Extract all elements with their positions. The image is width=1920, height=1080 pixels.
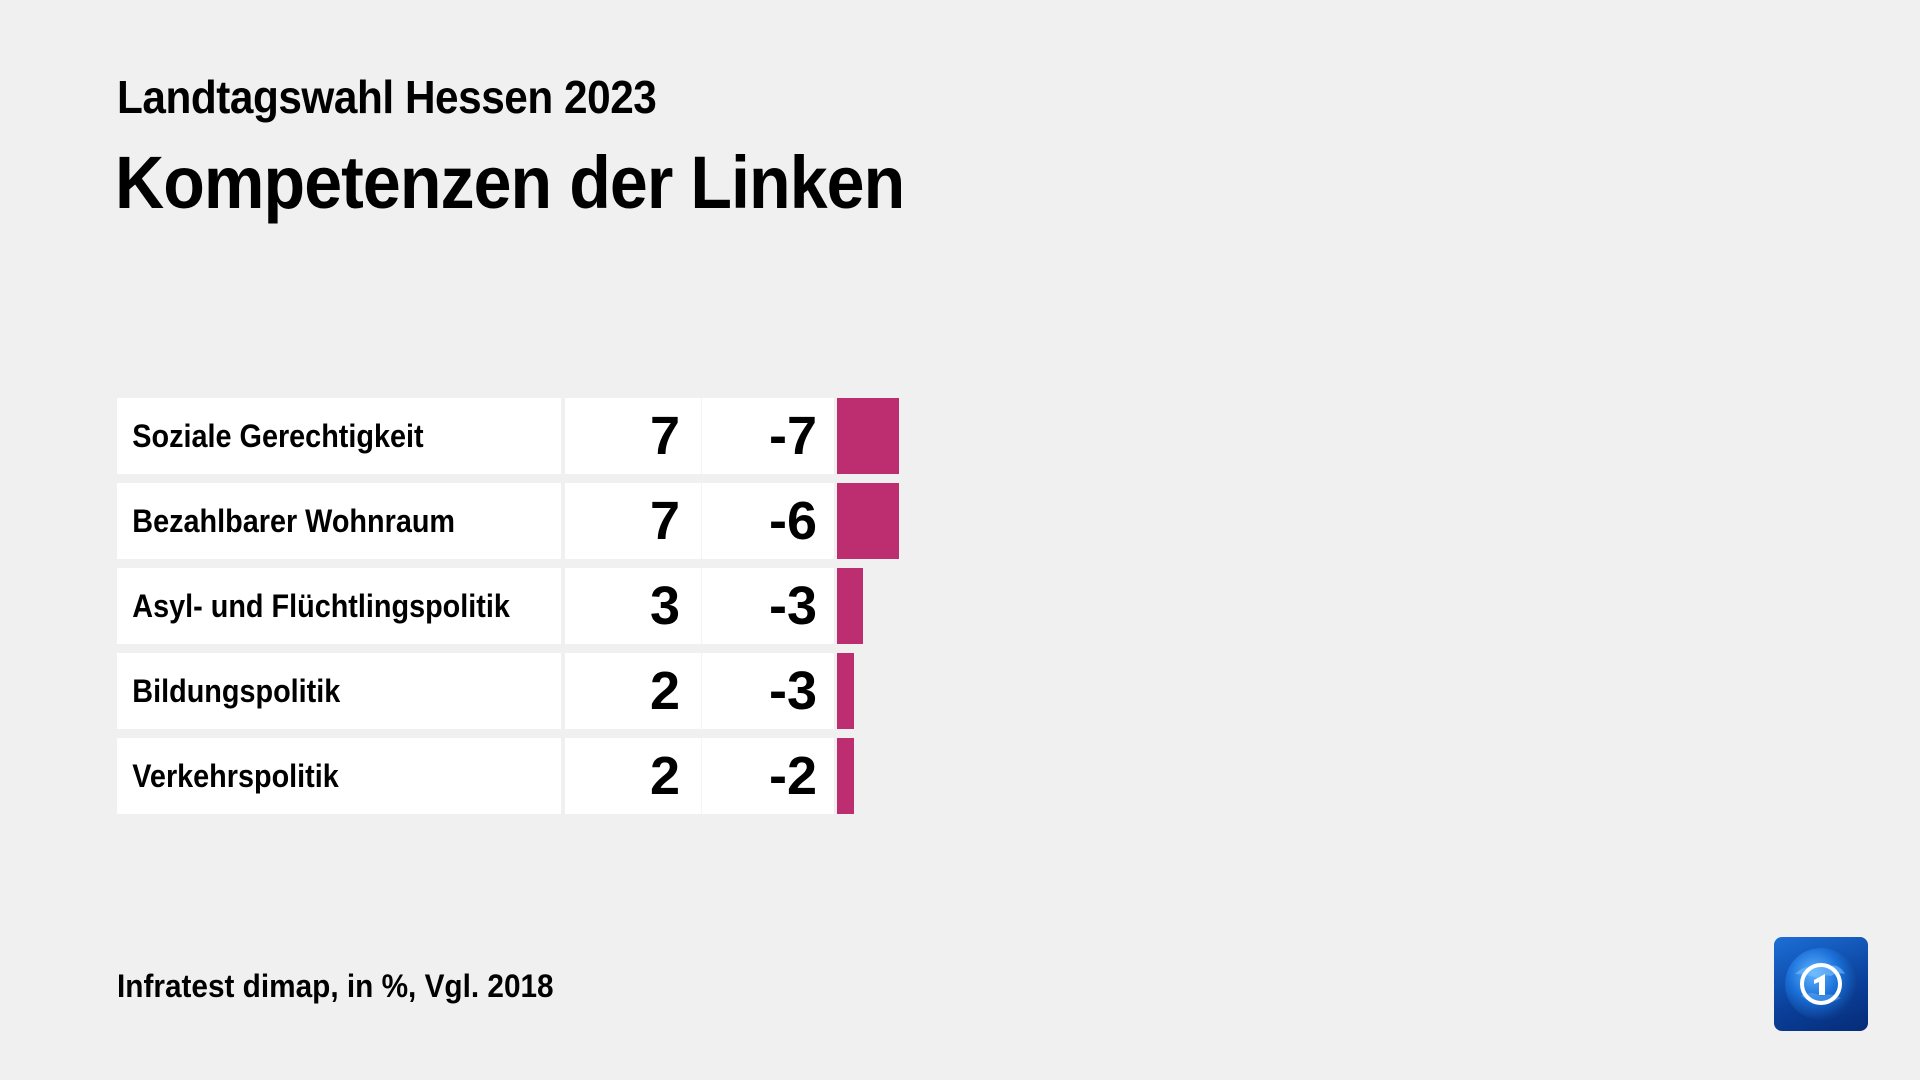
chart-title: Kompetenzen der Linken: [115, 141, 905, 224]
value-bar: [837, 653, 854, 729]
value-diff: -7: [768, 406, 817, 466]
row-label: Verkehrspolitik: [132, 757, 339, 794]
row-label: Bezahlbarer Wohnraum: [132, 502, 456, 539]
table-row: Bezahlbarer Wohnraum 7 -6: [117, 483, 1117, 559]
value-diff: -3: [768, 576, 817, 636]
row-label-cell: Bezahlbarer Wohnraum: [117, 483, 561, 559]
value-bar: [837, 568, 863, 644]
row-label-cell: Verkehrspolitik: [117, 738, 561, 814]
row-label: Bildungspolitik: [132, 672, 341, 709]
tagesschau-globe-1-icon: [1785, 948, 1857, 1020]
table-row: Asyl- und Flüchtlingspolitik 3 -3: [117, 568, 1117, 644]
value-bar: [837, 398, 899, 474]
row-values-cell: 7 -7: [565, 398, 834, 474]
value-bar: [837, 483, 899, 559]
column-divider: [701, 738, 702, 814]
row-label-cell: Bildungspolitik: [117, 653, 561, 729]
value-2023: 3: [649, 576, 680, 636]
row-values-cell: 2 -2: [565, 738, 834, 814]
source-note: Infratest dimap, in %, Vgl. 2018: [117, 968, 554, 1004]
value-2023: 2: [649, 746, 680, 806]
table-row: Soziale Gerechtigkeit 7 -7: [117, 398, 1117, 474]
value-diff: -2: [768, 746, 817, 806]
value-2023: 7: [649, 406, 680, 466]
column-divider: [701, 483, 702, 559]
value-diff: -6: [768, 491, 817, 551]
column-divider: [701, 653, 702, 729]
row-values-cell: 3 -3: [565, 568, 834, 644]
value-2023: 7: [649, 491, 680, 551]
tagesschau-logo: [1774, 937, 1868, 1031]
table-row: Verkehrspolitik 2 -2: [117, 738, 1117, 814]
row-values-cell: 2 -3: [565, 653, 834, 729]
table-row: Bildungspolitik 2 -3: [117, 653, 1117, 729]
row-label-cell: Soziale Gerechtigkeit: [117, 398, 561, 474]
column-divider: [701, 398, 702, 474]
row-label: Soziale Gerechtigkeit: [132, 417, 424, 454]
column-divider: [701, 568, 702, 644]
chart-subtitle: Landtagswahl Hessen 2023: [117, 71, 657, 123]
value-bar: [837, 738, 854, 814]
row-label: Asyl- und Flüchtlingspolitik: [132, 587, 510, 624]
row-values-cell: 7 -6: [565, 483, 834, 559]
row-label-cell: Asyl- und Flüchtlingspolitik: [117, 568, 561, 644]
value-2023: 2: [649, 661, 680, 721]
value-diff: -3: [768, 661, 817, 721]
